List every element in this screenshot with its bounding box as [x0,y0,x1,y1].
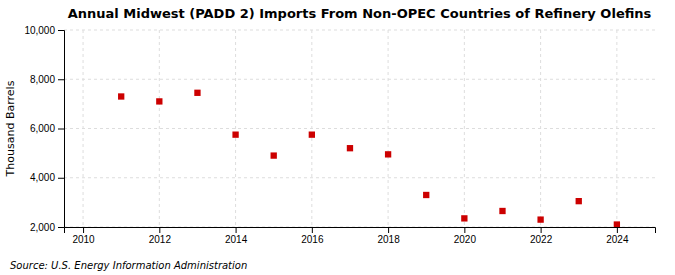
tick-mark [159,227,160,233]
grid-line-x [311,30,312,227]
tick: 8,000 [30,74,64,85]
tick-mark [312,227,313,233]
grid-line-y [64,177,655,178]
tick-mark [58,178,64,179]
tick-mark [58,30,64,31]
tick-mark [58,129,64,130]
tick-mark [388,227,389,233]
point [347,145,353,151]
tick: 10,000 [24,25,64,36]
point [118,93,124,99]
tick: 2016 [301,227,324,245]
tick-label: 2010 [72,234,95,245]
tick-mark [617,227,618,233]
grid-line-x [235,30,236,227]
tick-label: 8,000 [30,74,55,85]
y-axis: 2,000 4,000 6,000 8,000 10,000 [24,25,64,233]
axis-line [65,228,656,234]
tick: 2010 [72,227,95,245]
x-axis: 2010 2012 2014 2016 2018 2020 2022 2024 [65,227,656,245]
tick-mark [541,227,542,233]
point [537,216,543,222]
tick-mark [464,227,465,233]
tick: 2024 [606,227,629,245]
point [385,151,391,157]
tick-label: 2,000 [30,222,55,233]
grid-line-y [64,79,655,80]
tick: 2020 [454,227,477,245]
plot: 2010 2012 2014 2016 2018 2020 2022 2024 2,000 4,0… [24,25,655,245]
tick: 6,000 [30,123,64,134]
point [614,221,620,227]
point [156,98,162,104]
tick-label: 2024 [606,234,629,245]
y-axis-title: Thousand Barrels [4,80,17,177]
tick-label: 6,000 [30,123,55,134]
tick: 2018 [377,227,400,245]
points [118,90,620,227]
tick: 2014 [225,227,248,245]
tick-label: 4,000 [30,172,55,183]
tick: 4,000 [30,172,64,183]
grid [64,30,655,227]
tick-label: 2020 [454,234,477,245]
tick-label: 2022 [530,234,553,245]
point [499,208,505,214]
tick-label: 2018 [377,234,400,245]
grid-line-x [464,30,465,227]
point [576,198,582,204]
grid-line-y [64,128,655,129]
tick-label: 2016 [301,234,324,245]
tick-label: 2014 [225,234,248,245]
annotation: Source: U.S. Energy Information Administ… [10,260,247,271]
axis-line [58,31,65,228]
point [461,215,467,221]
grid-line-x [159,30,160,227]
grid-line-x [388,30,389,227]
grid-line-y [64,30,655,31]
title: Annual Midwest (PADD 2) Imports From Non… [68,6,652,21]
tick-mark [236,227,237,233]
point [194,90,200,96]
chart: 2010 2012 2014 2016 2018 2020 2022 2024 2,000 4,0… [0,0,675,275]
point [309,131,315,137]
tick-label: 2012 [149,234,172,245]
tick: 2012 [149,227,172,245]
tick: 2,000 [30,222,64,233]
tick-mark [58,79,64,80]
grid-line-x [540,30,541,227]
tick-mark [58,227,64,228]
point [271,152,277,158]
point [232,131,238,137]
tick-label: 10,000 [24,25,55,36]
grid-line-x [83,30,84,227]
tick: 2022 [530,227,553,245]
grid-line-x [616,30,617,227]
tick-mark [83,227,84,233]
point [423,192,429,198]
